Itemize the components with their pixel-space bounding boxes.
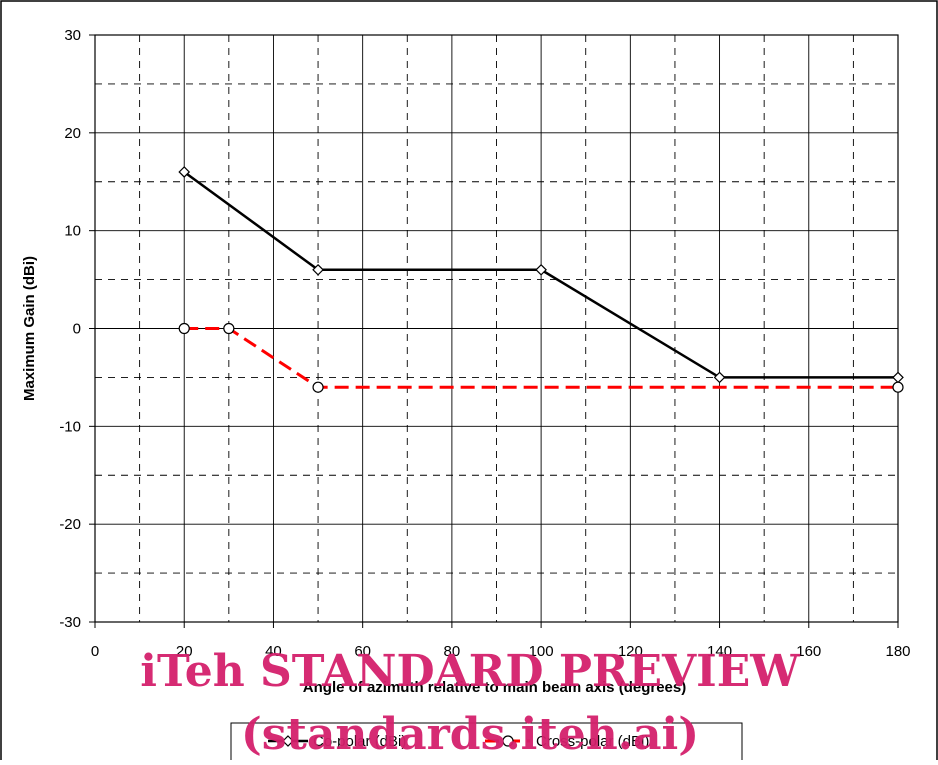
x-axis-title: Angle of azimuth relative to main beam a…	[303, 679, 686, 696]
legend-label-cross-polar: Cross-polar (dBi)	[536, 733, 649, 750]
y-tick-label: 10	[64, 223, 81, 240]
x-tick-label: 20	[176, 643, 193, 660]
data-point-cross-polar-dbi	[223, 322, 235, 335]
legend-marker-co-polar	[282, 735, 294, 747]
data-point-cross-polar-dbi	[178, 322, 190, 335]
y-tick-label: -20	[59, 516, 81, 533]
data-point-cross-polar-dbi	[312, 381, 324, 393]
x-tick-label: 180	[885, 643, 910, 660]
y-tick-label: -10	[59, 418, 81, 435]
x-tick-label: 120	[618, 643, 643, 660]
x-tick-label: 40	[265, 643, 282, 660]
data-point-co-polar-dbi	[312, 263, 324, 276]
data-point-co-polar-dbi	[535, 263, 547, 276]
axis-ticks: 0 20 40 60 80 100 120 140 160 180 -30 -20 -10 0 10 20 30	[59, 27, 910, 660]
y-tick-label: -30	[59, 614, 81, 631]
watermark: iTeh STANDARD PREVIEW (standards.iteh.ai…	[140, 646, 800, 760]
data-point-co-polar-dbi	[178, 166, 191, 178]
x-tick-label: 60	[354, 643, 371, 660]
legend-marker-cross-polar	[502, 735, 514, 747]
x-tick-label: 160	[796, 643, 821, 660]
legend-label-co-polar: Co-polar (dBi)	[313, 733, 406, 750]
legend: Co-polar (dBi) Cross-polar (dBi)	[230, 722, 743, 762]
x-tick-label: 0	[91, 643, 99, 660]
series-line-cross-polar-dbi	[184, 327, 898, 389]
data-point-co-polar-dbi	[713, 371, 726, 384]
y-axis-title: Maximum Gain (dBi)	[21, 256, 38, 401]
series-lines	[178, 166, 904, 393]
data-point-cross-polar-dbi	[892, 381, 904, 393]
watermark-line-1: iTeh STANDARD PREVIEW	[140, 646, 800, 697]
x-tick-label: 100	[529, 643, 554, 660]
y-tick-label: 0	[73, 321, 81, 338]
x-tick-label: 140	[707, 643, 732, 660]
watermark-line-2: (standards.iteh.ai)	[241, 709, 699, 760]
y-tick-label: 20	[64, 125, 81, 142]
x-tick-label: 80	[444, 643, 461, 660]
y-tick-label: 30	[64, 27, 81, 44]
